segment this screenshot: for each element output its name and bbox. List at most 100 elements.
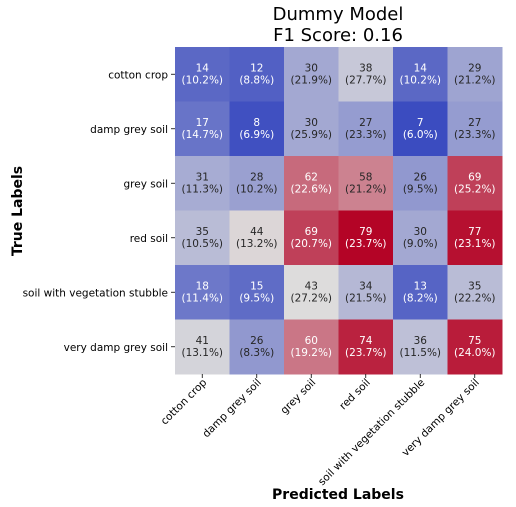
cell-percent-label: (10.2%): [236, 183, 278, 195]
heatmap-cell: [175, 210, 230, 266]
heatmap-cell: [393, 47, 448, 102]
cell-count-label: 18: [196, 280, 209, 292]
cell-count-label: 8: [253, 117, 260, 129]
cell-percent-label: (10.2%): [181, 74, 223, 86]
y-tick-label: soil with vegetation stubble: [23, 287, 168, 299]
cell-percent-label: (27.2%): [290, 292, 332, 304]
cell-count-label: 15: [250, 280, 263, 292]
cell-count-label: 31: [196, 171, 209, 183]
y-tick-labels: cotton crop damp grey soil grey soil red so…: [23, 69, 175, 354]
cell-percent-label: (23.3%): [454, 129, 496, 141]
chart-title-line-1: Dummy Model: [272, 4, 404, 25]
cell-count-label: 30: [414, 226, 427, 238]
cell-percent-label: (22.6%): [290, 183, 332, 195]
cell-percent-label: (27.7%): [345, 74, 387, 86]
cell-percent-label: (13.2%): [236, 238, 278, 250]
y-tick-label: damp grey soil: [90, 124, 168, 136]
cell-percent-label: (8.2%): [403, 292, 438, 304]
cell-count-label: 14: [196, 62, 210, 74]
cell-count-label: 35: [468, 280, 481, 292]
cell-percent-label: (11.4%): [181, 292, 223, 304]
cell-count-label: 79: [359, 226, 372, 238]
chart-title-line-2: F1 Score: 0.16: [273, 25, 403, 46]
heatmap-cell: [393, 210, 448, 266]
heatmap-cell: [284, 101, 339, 157]
cell-percent-label: (19.2%): [290, 347, 332, 359]
cell-count-label: 75: [468, 335, 481, 347]
cell-percent-label: (9.5%): [403, 183, 438, 195]
heatmap-cell: [393, 265, 448, 320]
cell-percent-label: (8.3%): [239, 347, 274, 359]
cell-count-label: 30: [305, 62, 318, 74]
cell-count-label: 34: [359, 280, 373, 292]
heatmap-cell: [229, 156, 285, 211]
heatmap-cell: [175, 319, 230, 375]
cell-count-label: 60: [305, 335, 318, 347]
cell-count-label: 35: [196, 226, 209, 238]
cell-count-label: 27: [468, 117, 481, 129]
cell-percent-label: (23.1%): [454, 238, 496, 250]
cell-count-label: 28: [250, 171, 263, 183]
heatmap-cell: [393, 101, 448, 157]
x-tick-label: soil with vegetation stubble: [316, 377, 427, 488]
cell-count-label: 12: [250, 62, 263, 74]
cell-count-label: 14: [414, 62, 428, 74]
cell-percent-label: (23.3%): [345, 129, 387, 141]
heatmap-cell: [175, 47, 230, 102]
heatmap-cell: [284, 265, 339, 320]
heatmap-cell: [338, 319, 394, 375]
cell-percent-label: (8.8%): [239, 74, 274, 86]
cell-count-label: 62: [305, 171, 318, 183]
cell-percent-label: (21.9%): [290, 74, 332, 86]
cell-percent-label: (11.3%): [181, 183, 223, 195]
heatmap-cell: [284, 47, 339, 102]
x-tick-label: cotton crop: [159, 376, 210, 427]
heatmap-cell: [229, 319, 285, 375]
heatmap-cell: [338, 47, 394, 102]
cell-count-label: 43: [305, 280, 318, 292]
cell-count-label: 17: [196, 117, 209, 129]
x-axis-label: Predicted Labels: [272, 487, 404, 503]
x-tick-label: damp grey soil: [200, 377, 264, 441]
cell-count-label: 74: [359, 335, 373, 347]
cell-percent-label: (10.2%): [399, 74, 441, 86]
cell-percent-label: (10.5%): [181, 238, 223, 250]
heatmap-cell: [284, 319, 339, 375]
heatmap-cell: [338, 265, 394, 320]
heatmap-cell: [284, 210, 339, 266]
cell-count-label: 13: [414, 280, 427, 292]
heatmap-cell: [229, 101, 285, 157]
cell-count-label: 7: [417, 117, 424, 129]
heatmap-cell: [447, 47, 503, 102]
heatmap-cell: [175, 156, 230, 211]
heatmap-cell: [229, 47, 285, 102]
cell-count-label: 77: [468, 226, 481, 238]
cell-count-label: 27: [359, 117, 372, 129]
x-tick-label: grey soil: [278, 377, 318, 417]
heatmap-cell: [175, 101, 230, 157]
heatmap-cell: [338, 210, 394, 266]
cell-percent-label: (23.7%): [345, 347, 387, 359]
heatmap-cell: [447, 210, 503, 266]
cell-count-label: 69: [468, 171, 481, 183]
cell-count-label: 36: [414, 335, 428, 347]
cell-percent-label: (9.0%): [403, 238, 438, 250]
cell-percent-label: (20.7%): [290, 238, 332, 250]
cell-percent-label: (22.2%): [454, 292, 496, 304]
heatmap-cell: [229, 265, 285, 320]
cell-percent-label: (11.5%): [399, 347, 441, 359]
cell-percent-label: (24.0%): [454, 347, 496, 359]
cell-percent-label: (6.0%): [403, 129, 438, 141]
x-tick-label: red soil: [337, 377, 373, 413]
y-tick-label: red soil: [130, 233, 168, 245]
cell-count-label: 30: [305, 117, 318, 129]
cell-count-label: 29: [468, 62, 481, 74]
heatmap-cell: [229, 210, 285, 266]
heatmap-cell: [393, 319, 448, 375]
cell-count-label: 69: [305, 226, 318, 238]
y-tick-label: very damp grey soil: [64, 342, 168, 354]
cell-count-label: 38: [359, 62, 372, 74]
heatmap-cell: [175, 265, 230, 320]
